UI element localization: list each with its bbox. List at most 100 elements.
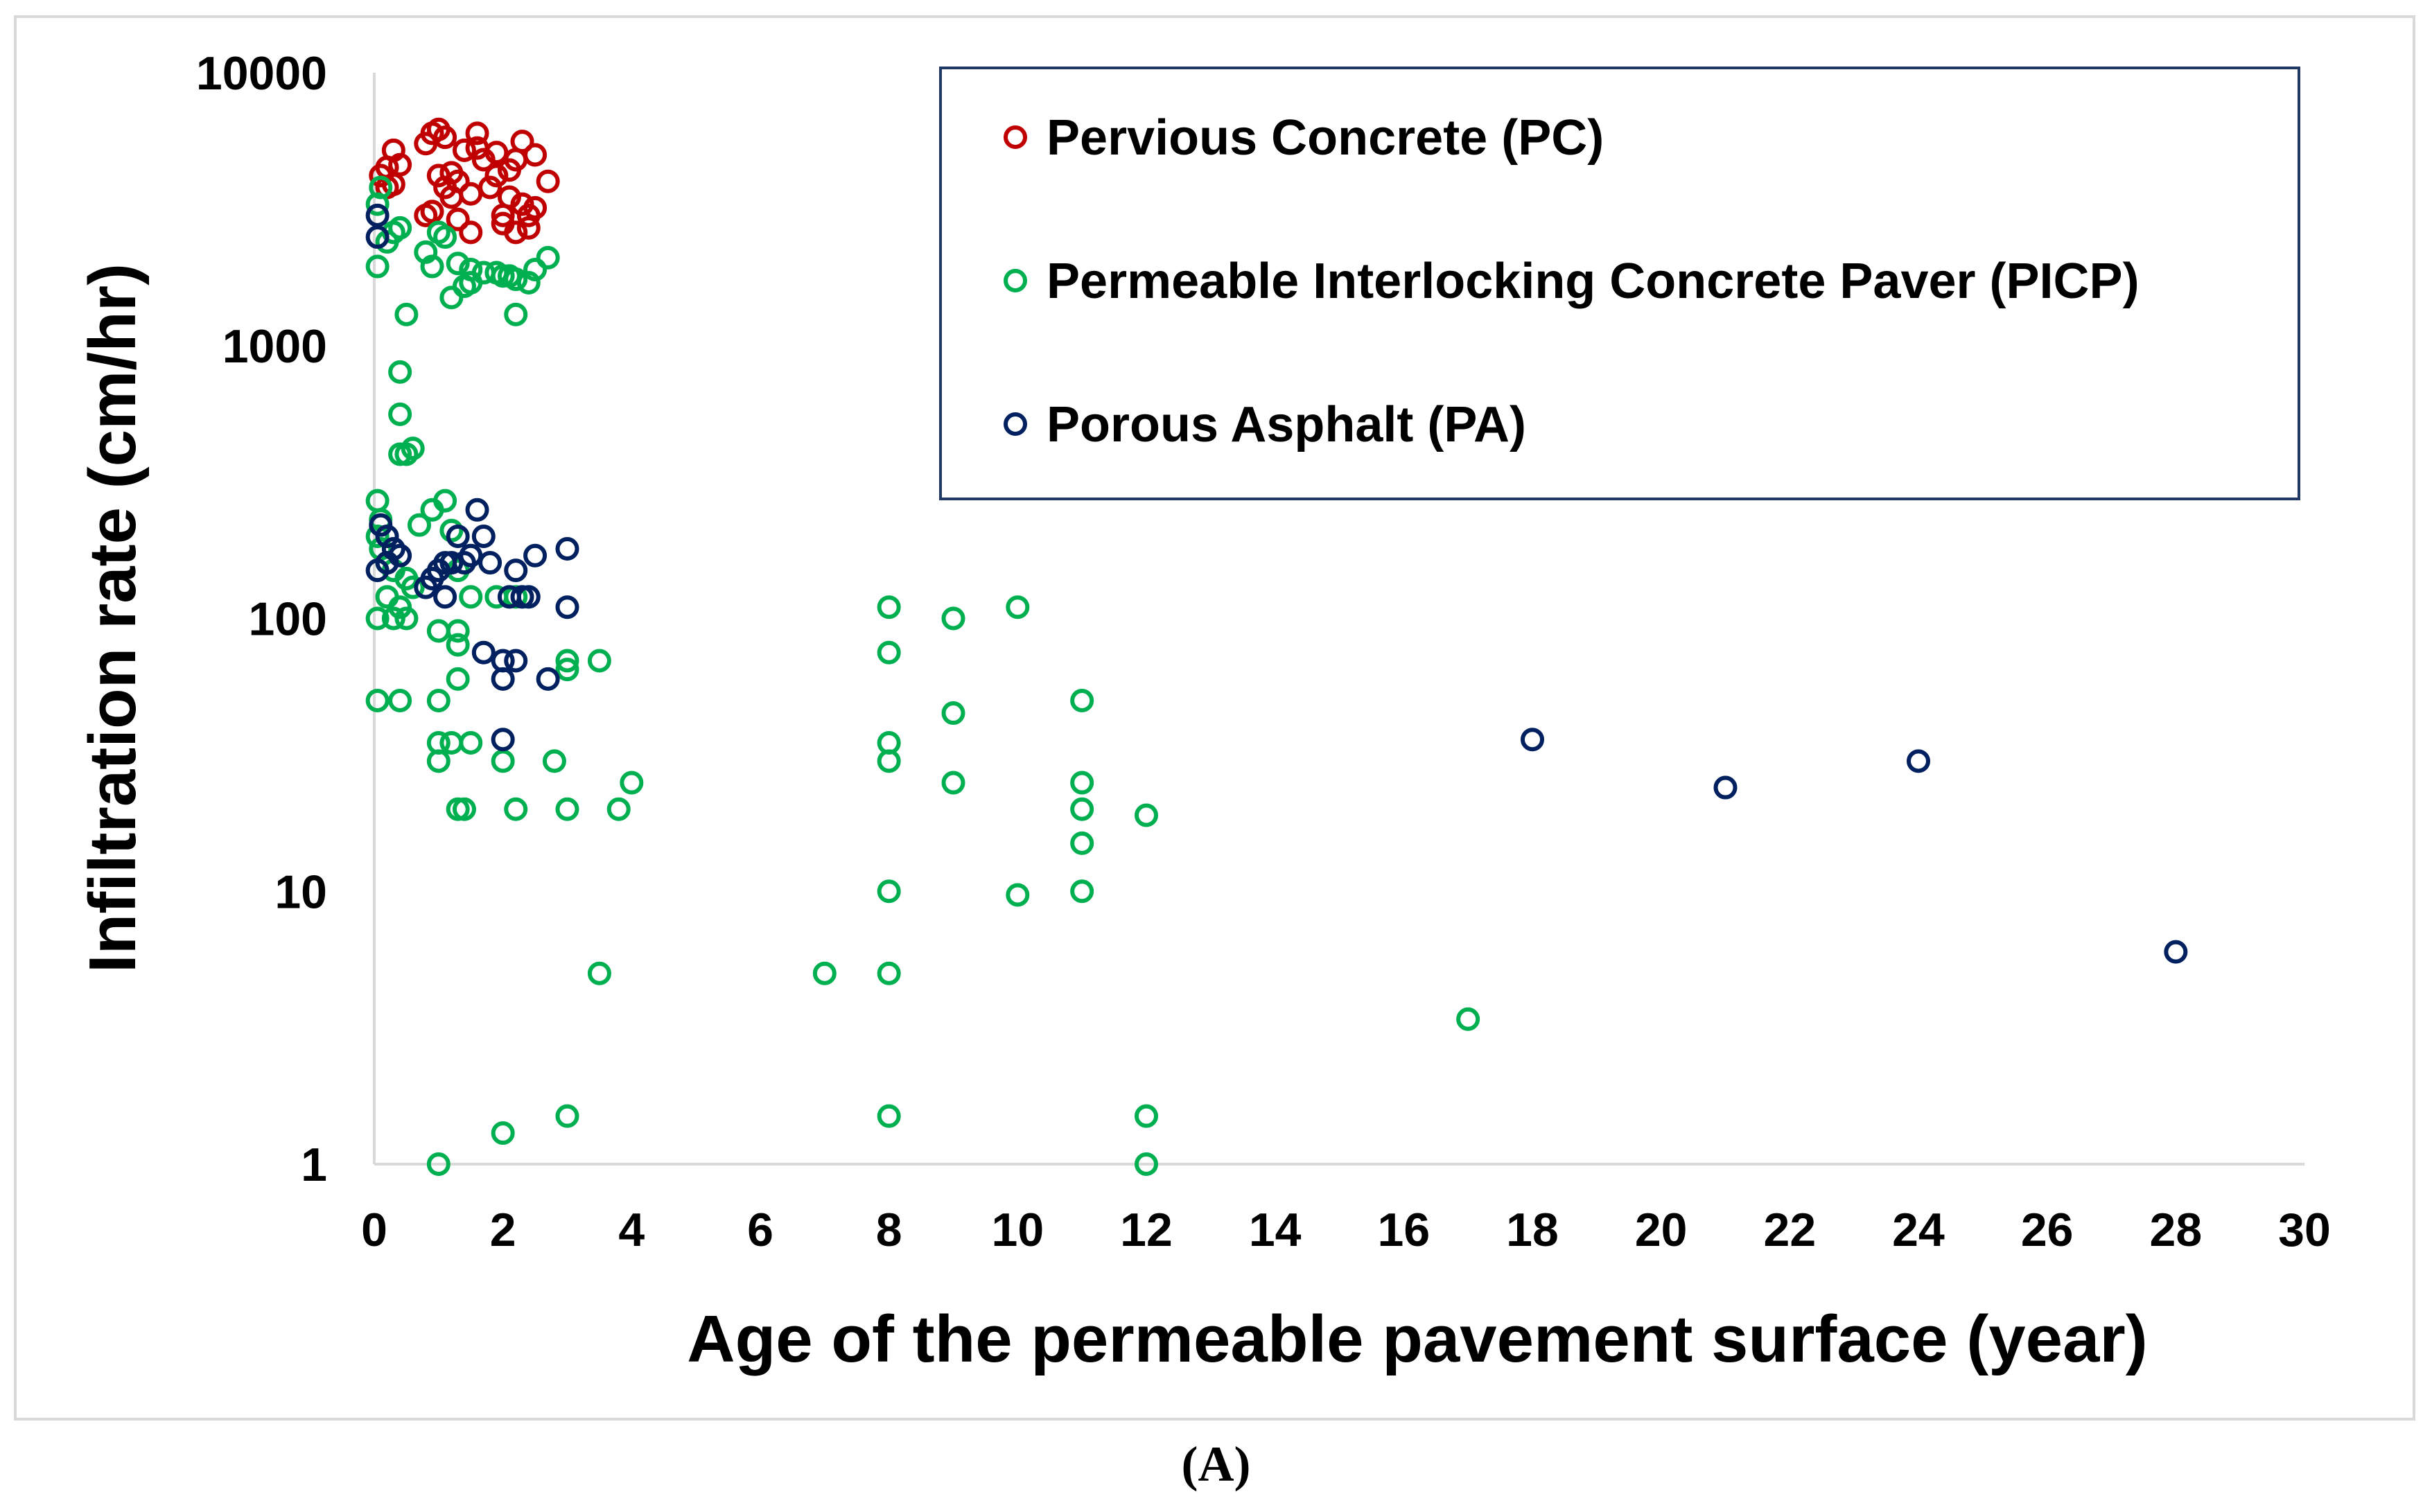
data-point <box>433 225 457 249</box>
data-point <box>491 211 515 236</box>
data-point <box>446 524 470 548</box>
data-point <box>394 302 419 326</box>
data-point <box>516 216 541 240</box>
data-point <box>516 585 541 609</box>
x-tick-label: 28 <box>2150 1204 2203 1256</box>
data-point <box>459 585 483 609</box>
data-point <box>555 797 579 821</box>
y-tick-label: 10 <box>274 865 327 918</box>
data-point <box>877 595 901 619</box>
data-point <box>439 518 464 543</box>
data-point <box>459 731 483 755</box>
data-point <box>504 797 528 821</box>
x-tick-label: 24 <box>1892 1204 1945 1256</box>
data-point <box>491 667 515 691</box>
x-tick-label: 30 <box>2278 1204 2331 1256</box>
legend-box <box>939 67 2300 500</box>
data-point <box>420 200 444 224</box>
x-tick-label: 20 <box>1635 1204 1688 1256</box>
data-point <box>2164 940 2188 964</box>
data-point <box>1070 771 1094 795</box>
data-point <box>941 606 965 631</box>
data-point <box>452 797 476 821</box>
x-tick-label: 8 <box>876 1204 902 1256</box>
data-point <box>459 257 483 281</box>
data-point <box>1070 689 1094 713</box>
legend-label: Permeable Interlocking Concrete Paver (P… <box>1047 254 2140 309</box>
data-point <box>877 1104 901 1128</box>
data-point <box>365 606 390 631</box>
data-point <box>504 649 528 673</box>
data-point <box>459 182 483 206</box>
legend-marker <box>1004 125 1027 149</box>
data-point <box>941 701 965 726</box>
data-point <box>491 728 515 752</box>
data-point <box>365 524 390 548</box>
data-point <box>465 121 489 146</box>
data-point <box>941 771 965 795</box>
data-point <box>439 285 464 310</box>
x-tick-label: 18 <box>1506 1204 1559 1256</box>
data-point <box>446 207 470 231</box>
data-point <box>587 649 611 673</box>
data-point <box>433 489 457 513</box>
data-point <box>446 619 470 643</box>
data-point <box>446 667 470 691</box>
data-point <box>555 658 579 682</box>
data-point <box>523 543 548 568</box>
data-point <box>426 749 450 773</box>
data-point <box>606 797 631 821</box>
data-point <box>536 667 560 691</box>
data-point <box>388 402 412 426</box>
data-point <box>523 143 548 167</box>
data-point <box>394 442 419 466</box>
data-point <box>439 161 464 185</box>
data-point <box>1521 728 1544 752</box>
data-point <box>365 489 390 513</box>
data-point <box>1070 797 1094 821</box>
x-tick-label: 22 <box>1764 1204 1817 1256</box>
data-point <box>401 575 425 599</box>
data-point <box>365 225 390 249</box>
x-tick-label: 14 <box>1249 1204 1302 1256</box>
x-tick-label: 0 <box>361 1204 387 1256</box>
data-point <box>381 173 405 197</box>
legend-marker <box>1004 269 1027 292</box>
series-0 <box>369 117 560 245</box>
x-tick-label: 4 <box>618 1204 645 1256</box>
data-point <box>1907 749 1930 773</box>
data-point <box>555 536 579 561</box>
data-point <box>446 252 470 276</box>
data-point <box>375 551 399 575</box>
data-point <box>877 961 901 985</box>
data-point <box>439 731 464 755</box>
y-tick-label: 1 <box>301 1139 327 1191</box>
data-point <box>523 257 548 281</box>
data-point <box>459 543 483 568</box>
legend: Pervious Concrete (PC) Permeable Interloc… <box>939 67 2300 500</box>
data-point <box>365 254 390 279</box>
data-point <box>523 195 548 220</box>
data-point <box>484 141 509 165</box>
y-tick-label: 100 <box>249 593 327 646</box>
data-point <box>1006 883 1030 907</box>
data-point <box>388 689 412 713</box>
x-tick-label: 12 <box>1120 1204 1173 1256</box>
data-point <box>555 1104 579 1128</box>
data-point <box>555 649 579 673</box>
data-point <box>478 551 502 575</box>
panel-label: (A) <box>1181 1436 1251 1492</box>
data-point <box>452 138 476 162</box>
x-tick-labels: 0 2 4 6 8 10 12 14 16 18 20 22 24 26 28 30 <box>361 1204 2331 1256</box>
data-point <box>388 216 412 240</box>
data-point <box>1456 1007 1480 1031</box>
x-tick-label: 26 <box>2021 1204 2074 1256</box>
data-point <box>407 513 431 537</box>
data-point <box>1713 775 1738 800</box>
series-2 <box>365 203 2188 964</box>
data-point <box>426 619 450 643</box>
y-axis-title: Infiltration rate (cm/hr) <box>76 263 150 973</box>
data-point <box>516 271 541 295</box>
data-point <box>877 879 901 904</box>
x-tick-label: 2 <box>490 1204 516 1256</box>
